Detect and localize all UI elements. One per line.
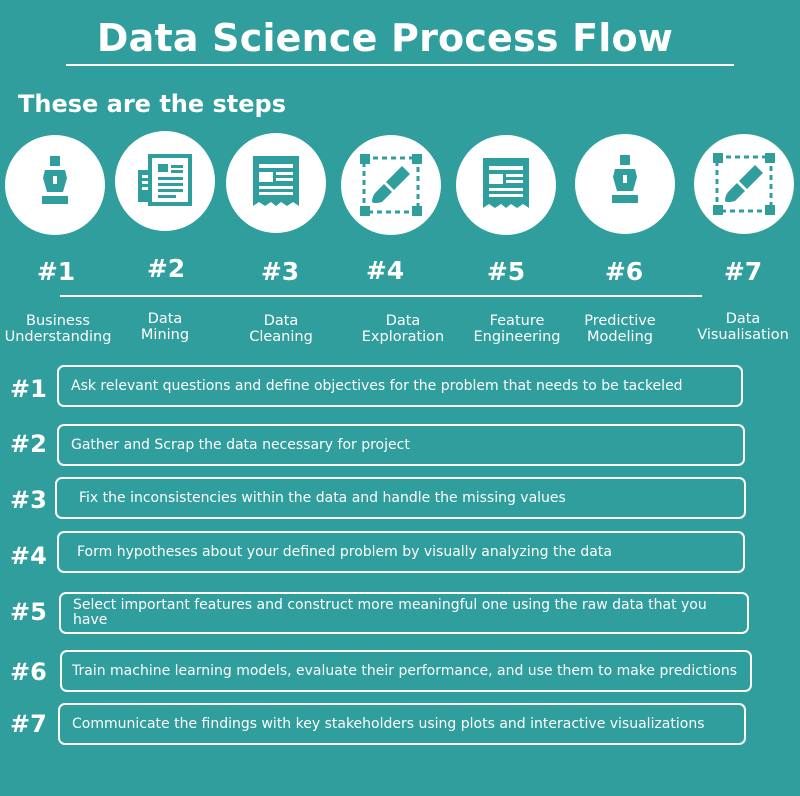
step-5-circle bbox=[456, 135, 556, 235]
title-underline bbox=[66, 64, 734, 66]
row-2-number: #2 bbox=[10, 430, 47, 458]
step-3-number: #3 bbox=[260, 257, 300, 286]
row-2-description: Gather and Scrap the data necessary for … bbox=[71, 436, 410, 453]
step-6-label: Predictive Modeling bbox=[584, 313, 656, 345]
step-7-label: Data Visualisation bbox=[697, 311, 789, 343]
row-7-description-box: Communicate the findings with key stakeh… bbox=[58, 703, 746, 745]
row-3-description: Fix the inconsistencies within the data … bbox=[79, 489, 566, 506]
pen-nib-icon bbox=[612, 155, 638, 203]
row-3-description-box: Fix the inconsistencies within the data … bbox=[55, 477, 746, 519]
row-1-description-box: Ask relevant questions and define object… bbox=[57, 365, 743, 407]
row-5-number: #5 bbox=[10, 598, 47, 626]
step-4-number: #4 bbox=[365, 256, 405, 285]
row-6-description: Train machine learning models, evaluate … bbox=[72, 662, 738, 679]
step-5-number: #5 bbox=[486, 257, 526, 286]
step-2-label: Data Mining bbox=[140, 311, 190, 343]
step-2-number: #2 bbox=[146, 254, 186, 283]
step-1-number: #1 bbox=[36, 257, 76, 286]
paint-brush-frame-icon bbox=[713, 153, 775, 215]
step-1-label: Business Understanding bbox=[4, 313, 112, 345]
steps-divider bbox=[60, 295, 702, 297]
row-3-number: #3 bbox=[10, 486, 47, 514]
paint-brush-frame-icon bbox=[360, 154, 422, 216]
row-6-number: #6 bbox=[10, 658, 47, 686]
row-7-number: #7 bbox=[10, 710, 47, 738]
row-7-description: Communicate the findings with key stakeh… bbox=[72, 715, 705, 732]
step-5-label: Feature Engineering bbox=[473, 313, 561, 345]
row-4-number: #4 bbox=[10, 542, 47, 570]
documents-icon bbox=[138, 154, 192, 206]
row-6-description-box: Train machine learning models, evaluate … bbox=[60, 650, 752, 692]
step-3-label: Data Cleaning bbox=[249, 313, 313, 345]
row-4-description-box: Form hypotheses about your defined probl… bbox=[57, 531, 745, 573]
row-5-description-box: Select important features and construct … bbox=[59, 592, 749, 634]
step-4-circle bbox=[341, 135, 441, 235]
receipt-icon bbox=[253, 156, 299, 206]
step-3-circle bbox=[226, 133, 326, 233]
subtitle: These are the steps bbox=[18, 90, 287, 118]
pen-nib-icon bbox=[42, 156, 68, 204]
step-7-number: #7 bbox=[723, 257, 763, 286]
step-6-circle bbox=[575, 134, 675, 234]
step-7-circle bbox=[694, 134, 794, 234]
step-1-circle bbox=[5, 135, 105, 235]
row-1-number: #1 bbox=[10, 375, 47, 403]
step-4-label: Data Exploration bbox=[361, 313, 445, 345]
row-4-description: Form hypotheses about your defined probl… bbox=[77, 543, 612, 560]
page-title: Data Science Process Flow bbox=[96, 16, 674, 60]
step-6-number: #6 bbox=[604, 257, 644, 286]
row-2-description-box: Gather and Scrap the data necessary for … bbox=[57, 424, 745, 466]
receipt-icon bbox=[483, 158, 529, 208]
row-1-description: Ask relevant questions and define object… bbox=[71, 377, 683, 394]
step-2-circle bbox=[115, 131, 215, 231]
row-5-description: Select important features and construct … bbox=[73, 597, 707, 628]
